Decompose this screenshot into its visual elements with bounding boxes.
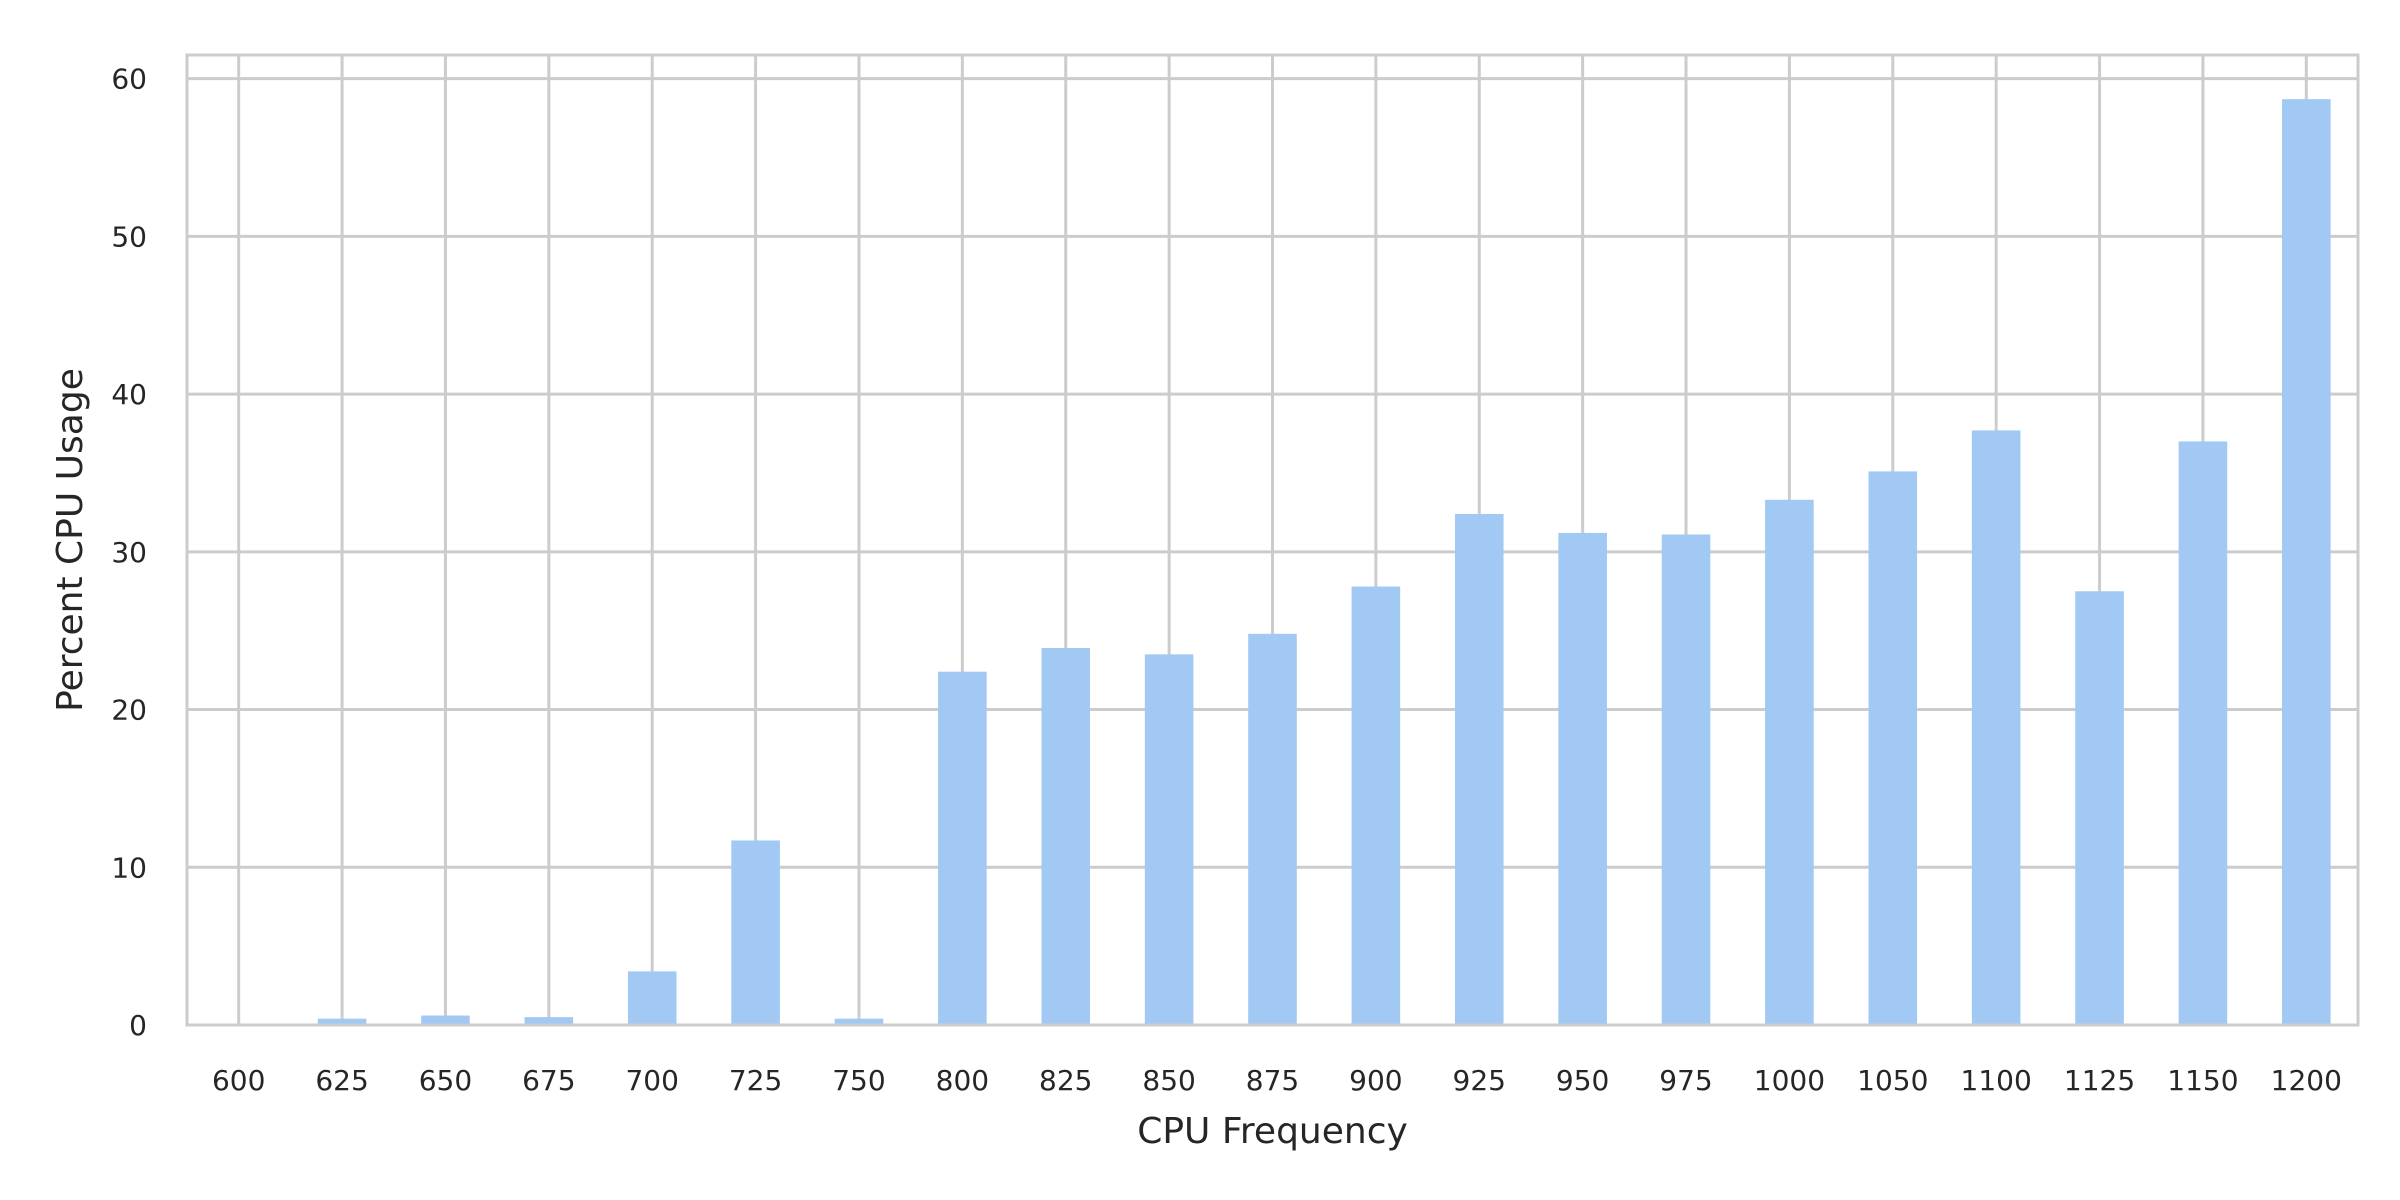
x-tick-labels: 600 625 650 675 700 725 750 800 825 850 875 900 925 9…	[212, 1064, 2342, 1097]
x-tick-label: 900	[1349, 1064, 1402, 1097]
bar	[627, 971, 677, 1025]
y-tick-label: 40	[111, 378, 147, 411]
y-tick-label: 20	[111, 694, 147, 727]
x-axis-label: CPU Frequency	[1137, 1111, 1408, 1152]
bar	[1144, 654, 1194, 1025]
y-tick-labels: 0 10 20 30 40 50 60	[111, 63, 147, 1042]
x-tick-label: 1100	[1961, 1064, 2032, 1097]
y-axis-label: Percent CPU Usage	[50, 368, 91, 712]
bar	[2075, 591, 2124, 1025]
y-tick-label: 30	[111, 536, 147, 569]
x-tick-label: 600	[212, 1064, 265, 1097]
bar	[1558, 532, 1607, 1025]
x-tick-label: 1200	[2271, 1064, 2342, 1097]
x-tick-label: 825	[1039, 1064, 1092, 1097]
x-tick-label: 975	[1659, 1064, 1712, 1097]
plot-frame	[185, 53, 2360, 1027]
x-tick-label: 925	[1453, 1064, 1506, 1097]
x-tick-label: 850	[1142, 1064, 1195, 1097]
bar	[834, 1018, 884, 1025]
x-tick-label: 1000	[1754, 1064, 1825, 1097]
x-tick-label: 800	[936, 1064, 989, 1097]
bar	[1351, 586, 1401, 1025]
x-tick-label: 725	[729, 1064, 782, 1097]
x-tick-label: 950	[1556, 1064, 1609, 1097]
bar	[1248, 633, 1297, 1025]
x-tick-label: 1050	[1857, 1064, 1928, 1097]
bar	[1971, 430, 2021, 1026]
bar	[938, 671, 987, 1025]
bar	[2282, 99, 2331, 1026]
y-tick-label: 10	[111, 851, 147, 884]
x-tick-label: 1150	[2167, 1064, 2238, 1097]
bar	[1661, 534, 1711, 1025]
x-tick-label: 1125	[2064, 1064, 2135, 1097]
bar	[524, 1017, 574, 1025]
y-tick-label: 60	[111, 63, 147, 96]
x-tick-label: 625	[315, 1064, 368, 1097]
x-tick-label: 700	[625, 1064, 678, 1097]
bar	[1454, 513, 1504, 1025]
bar	[317, 1018, 367, 1025]
bar	[1765, 499, 1814, 1025]
bar	[1868, 471, 1918, 1025]
x-tick-label: 675	[522, 1064, 575, 1097]
bar	[2178, 441, 2228, 1026]
x-tick-label: 650	[419, 1064, 472, 1097]
bar	[1041, 648, 1091, 1025]
x-tick-label: 750	[832, 1064, 885, 1097]
y-tick-label: 50	[111, 220, 147, 253]
bars	[317, 99, 2331, 1026]
bar	[421, 1015, 470, 1025]
y-tick-label: 0	[129, 1009, 147, 1042]
bar	[731, 840, 780, 1025]
x-tick-label: 875	[1246, 1064, 1299, 1097]
